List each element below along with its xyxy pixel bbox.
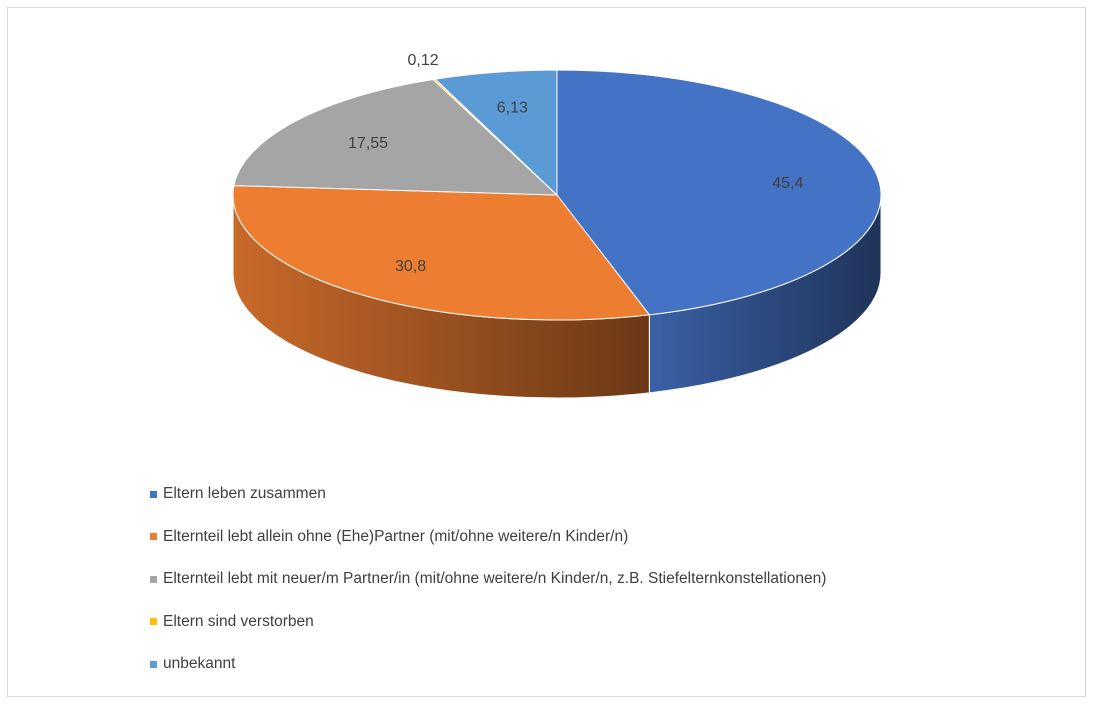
data-label-4: 6,13 — [497, 100, 528, 117]
legend-swatch — [150, 618, 157, 625]
data-label-0: 45,4 — [772, 175, 803, 192]
legend: Eltern leben zusammen Elternteil lebt al… — [150, 484, 1050, 697]
legend-item-elternteil-allein: Elternteil lebt allein ohne (Ehe)Partner… — [150, 527, 1050, 547]
pie-slices — [232, 69, 882, 321]
legend-label: Elternteil lebt mit neuer/m Partner/in (… — [163, 570, 827, 587]
legend-swatch — [150, 490, 157, 498]
data-labels: 45,4 30,8 17,55 0,12 6,13 — [348, 52, 803, 275]
pie-slice-1 — [232, 185, 651, 321]
legend-label: Eltern sind verstorben — [163, 612, 314, 630]
legend-item-eltern-zusammen: Eltern leben zusammen — [150, 484, 1050, 504]
legend-label: Eltern leben zusammen — [163, 485, 326, 502]
legend-item-unbekannt: unbekannt — [150, 654, 1050, 674]
pie-slice-2 — [233, 78, 559, 196]
data-label-1: 30,8 — [395, 258, 426, 275]
legend-label: Elternteil lebt allein ohne (Ehe)Partner… — [163, 527, 629, 545]
pie-slice-4 — [434, 69, 558, 197]
legend-item-eltern-verstorben: Eltern sind verstorben — [150, 612, 1050, 632]
legend-label: unbekannt — [163, 655, 236, 672]
legend-item-elternteil-neuer-partner: Elternteil lebt mit neuer/m Partner/in (… — [150, 569, 1050, 589]
legend-swatch — [150, 533, 157, 540]
data-label-3: 0,12 — [408, 52, 439, 69]
pie-slice-0 — [556, 69, 882, 316]
data-label-2: 17,55 — [348, 135, 388, 152]
legend-swatch — [150, 660, 157, 668]
legend-swatch — [150, 575, 157, 583]
